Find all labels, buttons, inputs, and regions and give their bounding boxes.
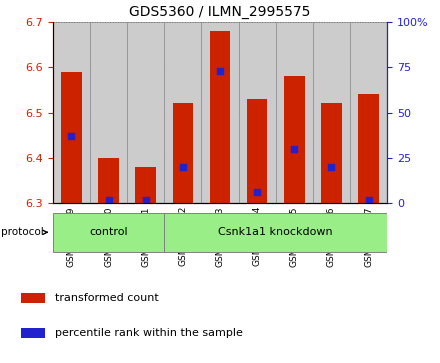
Point [180,164,187,170]
Bar [247,99,268,203]
Bar [210,31,230,203]
Bar [98,158,119,203]
Bar [202,22,238,203]
Bar [53,213,164,252]
Text: Csnk1a1 knockdown: Csnk1a1 knockdown [218,227,333,237]
Bar [61,72,81,203]
Point [142,197,149,203]
Bar [313,22,350,203]
Bar [359,94,379,203]
Bar [22,293,45,302]
Bar [350,22,387,203]
Bar [136,167,156,203]
Text: control: control [89,227,128,237]
Text: protocol: protocol [1,227,47,237]
Bar [172,103,193,203]
Bar [127,22,164,203]
Point [365,197,372,203]
Bar [276,22,313,203]
Point [216,68,224,74]
Bar [321,103,342,203]
Bar [164,22,202,203]
Point [291,146,298,152]
Text: percentile rank within the sample: percentile rank within the sample [55,328,243,338]
Point [253,189,260,195]
Bar [90,22,127,203]
Bar [53,22,90,203]
Point [105,197,112,203]
Text: transformed count: transformed count [55,293,159,303]
Point [328,164,335,170]
Bar [164,213,387,252]
Point [68,133,75,139]
Bar [284,76,304,203]
Title: GDS5360 / ILMN_2995575: GDS5360 / ILMN_2995575 [129,5,311,19]
Bar [22,328,45,338]
Bar [238,22,276,203]
